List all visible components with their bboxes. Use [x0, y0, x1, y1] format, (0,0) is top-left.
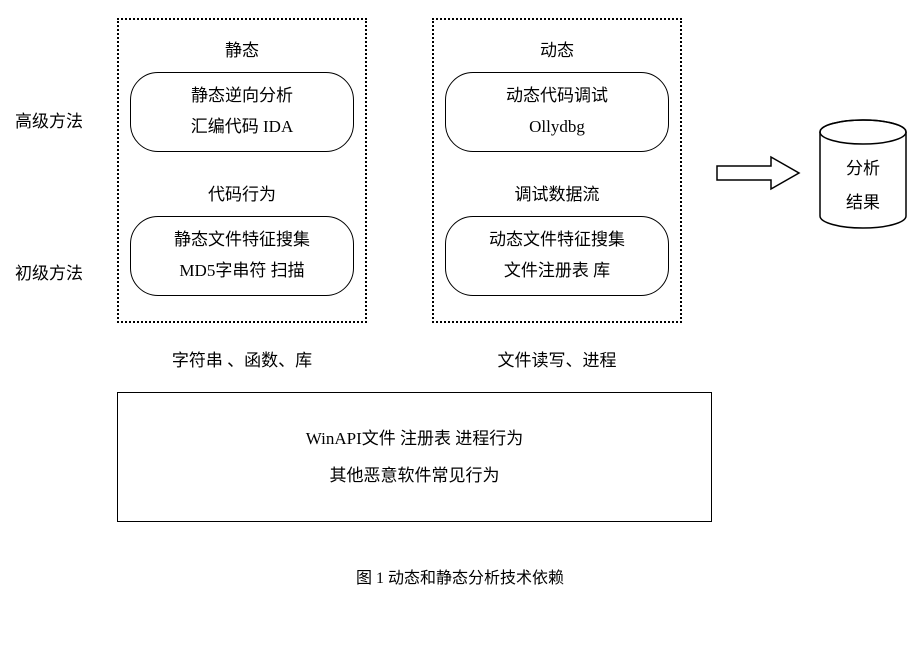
static-pill-bottom-line2: MD5字串符 扫描 — [179, 256, 304, 287]
bottom-box-line2: 其他恶意软件常见行为 — [330, 457, 500, 494]
static-pill-bottom: 静态文件特征搜集 MD5字串符 扫描 — [130, 216, 354, 296]
dynamic-pill-bottom-line1: 动态文件特征搜集 — [489, 225, 625, 256]
static-header-text: 静态 — [225, 41, 259, 60]
static-under-label: 字符串 、函数、库 — [117, 346, 367, 371]
static-header: 静态 — [117, 36, 367, 61]
static-pill-top-line1: 静态逆向分析 — [191, 81, 293, 112]
dynamic-under-label: 文件读写、进程 — [432, 346, 682, 371]
cylinder-line1: 分析 — [846, 159, 880, 178]
static-pill-top: 静态逆向分析 汇编代码 IDA — [130, 72, 354, 152]
side-label-basic: 初级方法 — [15, 262, 83, 286]
cylinder-line2: 结果 — [846, 193, 880, 212]
side-label-advanced: 高级方法 — [15, 110, 83, 134]
dynamic-header: 动态 — [432, 36, 682, 61]
dynamic-pill-bottom-line2: 文件注册表 库 — [504, 256, 610, 287]
bottom-box-line1: WinAPI文件 注册表 进程行为 — [306, 420, 523, 457]
dynamic-under-label-text: 文件读写、进程 — [498, 351, 617, 370]
cylinder-result: 分析 结果 — [818, 118, 908, 235]
dynamic-pill-top: 动态代码调试 Ollydbg — [445, 72, 669, 152]
dynamic-header-text: 动态 — [540, 41, 574, 60]
figure-caption: 图 1 动态和静态分析技术依赖 — [0, 564, 920, 588]
figure-caption-text: 图 1 动态和静态分析技术依赖 — [356, 570, 564, 587]
side-label-basic-text: 初级方法 — [15, 264, 83, 283]
side-label-advanced-text: 高级方法 — [15, 112, 83, 131]
dynamic-sub-header: 调试数据流 — [432, 180, 682, 205]
static-pill-top-line2: 汇编代码 IDA — [191, 112, 293, 143]
static-under-label-text: 字符串 、函数、库 — [172, 351, 312, 370]
static-sub-header-text: 代码行为 — [208, 185, 276, 204]
dynamic-pill-bottom: 动态文件特征搜集 文件注册表 库 — [445, 216, 669, 296]
static-sub-header: 代码行为 — [117, 180, 367, 205]
arrow-icon — [715, 155, 801, 196]
dynamic-pill-top-line1: 动态代码调试 — [506, 81, 608, 112]
bottom-box: WinAPI文件 注册表 进程行为 其他恶意软件常见行为 — [117, 392, 712, 522]
dynamic-sub-header-text: 调试数据流 — [515, 185, 600, 204]
dynamic-pill-top-line2: Ollydbg — [529, 112, 585, 143]
static-pill-bottom-line1: 静态文件特征搜集 — [174, 225, 310, 256]
